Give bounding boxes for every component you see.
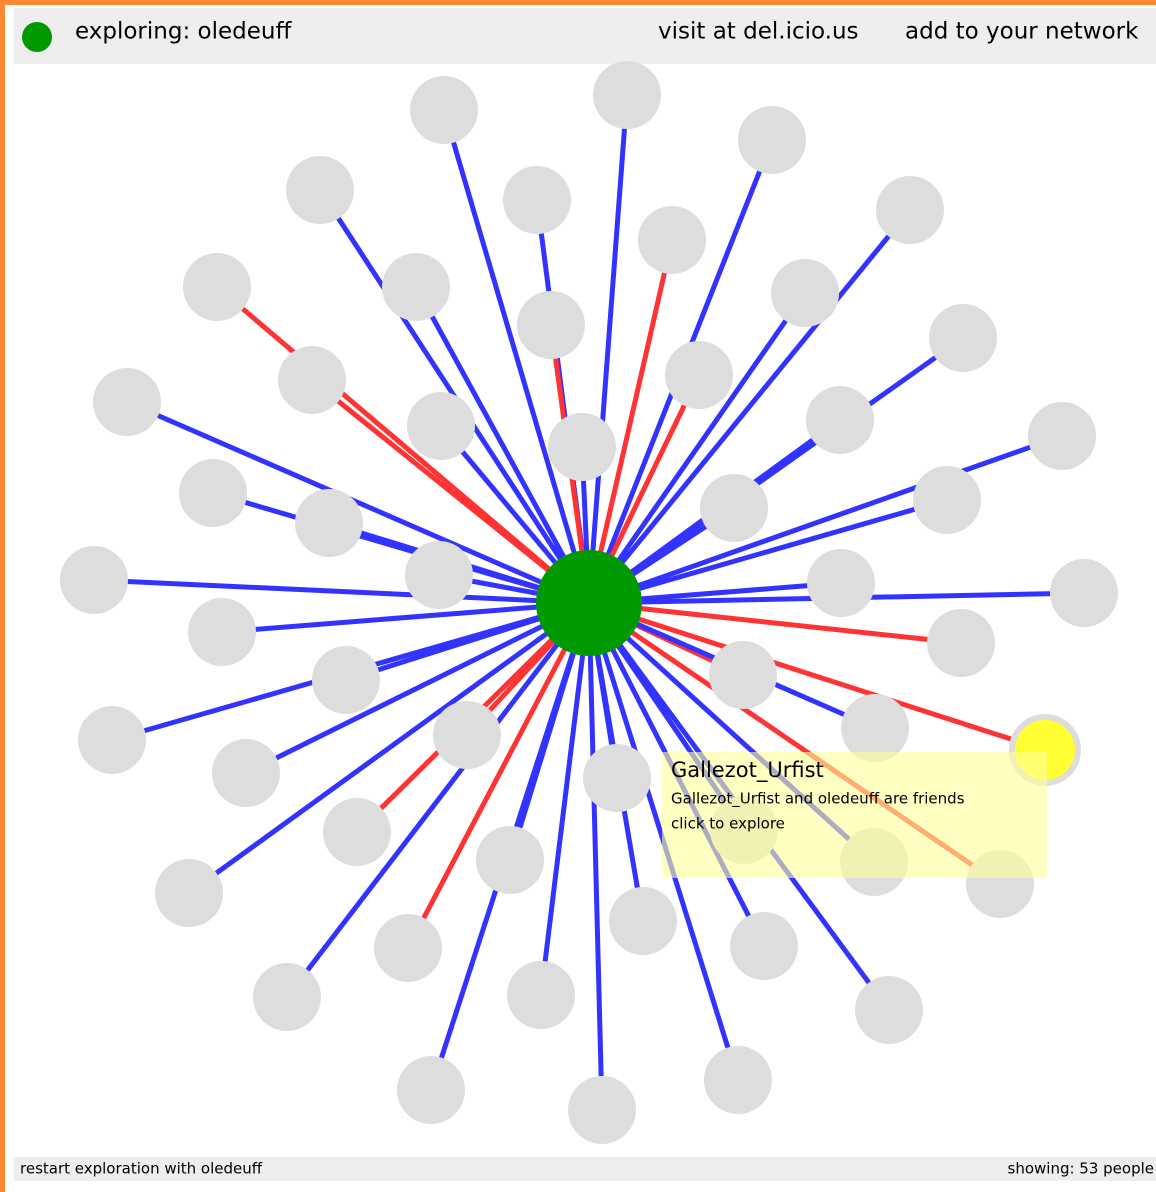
node[interactable] <box>397 1056 465 1124</box>
node[interactable] <box>183 253 251 321</box>
edge <box>588 433 1063 606</box>
node[interactable] <box>93 368 161 436</box>
node[interactable] <box>593 61 661 129</box>
node[interactable] <box>212 739 280 807</box>
edge <box>221 600 590 635</box>
node[interactable] <box>807 549 875 617</box>
frame-left <box>0 0 5 1192</box>
edge <box>588 600 962 646</box>
add-link[interactable]: add to your network <box>905 19 1139 45</box>
edge <box>413 285 592 605</box>
node[interactable] <box>278 346 346 414</box>
node[interactable] <box>503 166 571 234</box>
node[interactable] <box>517 291 585 359</box>
edge <box>93 577 590 606</box>
header-title: exploring: oledeuff <box>75 19 292 45</box>
restart-link[interactable]: restart exploration with oledeuff <box>20 1160 263 1178</box>
node[interactable] <box>188 598 256 666</box>
node[interactable] <box>410 76 478 144</box>
node[interactable] <box>638 206 706 274</box>
node[interactable] <box>407 392 475 460</box>
header-icon <box>22 22 52 52</box>
node[interactable] <box>295 489 363 557</box>
edge <box>588 600 1046 753</box>
node[interactable] <box>568 1076 636 1144</box>
edge <box>187 600 591 896</box>
edge <box>588 497 948 606</box>
visit-link[interactable]: visit at del.icio.us <box>658 19 859 45</box>
edge <box>586 239 675 604</box>
node[interactable] <box>704 1046 772 1114</box>
node[interactable] <box>730 912 798 980</box>
tooltip-line: Gallezot_Urfist and oledeuff are friends <box>671 790 965 809</box>
node[interactable] <box>507 961 575 1029</box>
node[interactable] <box>312 646 380 714</box>
node[interactable] <box>806 386 874 454</box>
node[interactable] <box>548 413 616 481</box>
node[interactable] <box>476 826 544 894</box>
edge <box>586 291 808 605</box>
edge <box>310 378 591 605</box>
node[interactable] <box>155 859 223 927</box>
frame-top <box>0 0 1156 5</box>
node[interactable] <box>913 466 981 534</box>
node[interactable] <box>855 976 923 1044</box>
node[interactable] <box>253 963 321 1031</box>
edge <box>405 601 592 950</box>
center-node[interactable] <box>536 550 642 656</box>
node[interactable] <box>709 641 777 709</box>
edge <box>586 94 630 604</box>
node[interactable] <box>609 887 677 955</box>
node[interactable] <box>771 259 839 327</box>
node[interactable] <box>382 253 450 321</box>
node[interactable] <box>738 106 806 174</box>
node[interactable] <box>286 156 354 224</box>
edge <box>538 602 592 996</box>
node[interactable] <box>1028 402 1096 470</box>
nodes <box>60 61 1118 1144</box>
node[interactable] <box>374 914 442 982</box>
node[interactable] <box>405 541 473 609</box>
node[interactable] <box>179 459 247 527</box>
node[interactable] <box>927 609 995 677</box>
node[interactable] <box>583 744 651 812</box>
node[interactable] <box>929 304 997 372</box>
edge <box>441 109 592 604</box>
node[interactable] <box>60 546 128 614</box>
node[interactable] <box>876 176 944 244</box>
node[interactable] <box>433 701 501 769</box>
edge <box>126 399 590 606</box>
node[interactable] <box>323 798 391 866</box>
tooltip <box>662 752 1047 878</box>
node[interactable] <box>841 694 909 762</box>
tooltip-line: click to explore <box>671 815 785 833</box>
edge <box>587 208 912 605</box>
header-bar <box>14 8 1156 64</box>
edge <box>586 602 605 1111</box>
node[interactable] <box>665 341 733 409</box>
node[interactable] <box>1050 559 1118 627</box>
footer-bar <box>14 1157 1156 1181</box>
people-count: showing: 53 people <box>1008 1160 1154 1178</box>
node[interactable] <box>78 706 146 774</box>
tooltip-title: Gallezot_Urfist <box>671 758 824 783</box>
node[interactable] <box>700 474 768 542</box>
edge <box>244 600 591 776</box>
edge <box>285 601 591 999</box>
